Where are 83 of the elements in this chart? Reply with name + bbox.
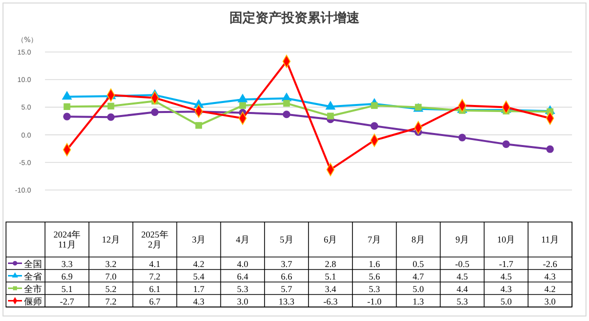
- data-label: 6.1: [149, 284, 160, 294]
- legend-label: 偃师: [24, 296, 42, 306]
- data-label: 4.0: [237, 258, 249, 269]
- point: [458, 134, 466, 142]
- data-label: 4.3: [500, 284, 512, 294]
- data-label: 5.1: [61, 284, 73, 294]
- point: [63, 112, 71, 120]
- legend-label: 全国: [24, 258, 42, 269]
- data-label: 4.2: [193, 258, 204, 269]
- data-label: 5.2: [105, 284, 116, 294]
- data-label: 5.3: [456, 296, 468, 306]
- data-label: -2.7: [60, 296, 75, 306]
- point: [546, 145, 554, 153]
- data-label: 6.6: [280, 271, 293, 282]
- data-label: 1.7: [193, 284, 205, 294]
- data-label: 5.3: [368, 284, 380, 294]
- data-label: 3.7: [280, 258, 293, 269]
- point: [195, 122, 202, 129]
- data-label: 1.3: [412, 296, 424, 306]
- x-tick-label: 9月: [455, 234, 469, 244]
- data-label: -6.3: [323, 296, 338, 306]
- data-label: 5.0: [500, 296, 512, 306]
- data-label: 4.3: [193, 296, 205, 306]
- data-label: 4.1: [149, 258, 160, 269]
- data-label: 0.5: [412, 258, 424, 269]
- point: [108, 102, 114, 110]
- x-tick-label: 11月: [541, 234, 559, 244]
- point: [62, 90, 72, 100]
- point: [283, 100, 290, 107]
- chart-title: 固定资产投资累计增速: [230, 10, 360, 25]
- point: [327, 112, 334, 120]
- legend-label: 全省: [24, 271, 42, 282]
- x-tick-label: 10月: [497, 234, 516, 244]
- data-label: 5.7: [280, 284, 293, 294]
- point: [370, 122, 378, 130]
- data-label: -2.6: [542, 258, 558, 269]
- x-tick-label: 8月: [412, 234, 426, 244]
- data-label: 5.4: [193, 271, 205, 282]
- data-label: 5.3: [237, 284, 249, 294]
- data-label: 7.2: [105, 296, 116, 306]
- data-label: 4.5: [456, 271, 468, 282]
- data-label: -0.5: [455, 258, 470, 269]
- data-label: 7.2: [149, 271, 160, 282]
- data-label: -1.7: [499, 258, 514, 269]
- x-tick-label: 5月: [280, 234, 294, 244]
- point: [64, 103, 70, 110]
- point: [151, 108, 159, 116]
- data-label: 3.0: [544, 296, 556, 306]
- x-tick-label: 2025年 2月: [141, 230, 168, 250]
- x-tick-label: 4月: [236, 234, 250, 244]
- x-tick-label: 12月: [102, 234, 120, 244]
- x-tick-label: 6月: [324, 234, 338, 244]
- point: [282, 110, 290, 118]
- point: [325, 100, 336, 110]
- point: [502, 140, 510, 148]
- point: [371, 102, 378, 109]
- point: [239, 102, 246, 109]
- data-label: 5.0: [412, 284, 424, 294]
- data-label: 2.8: [324, 258, 337, 269]
- x-tick-label: 2024年 11月: [53, 230, 80, 250]
- data-label: 5.1: [324, 271, 336, 282]
- data-label: 3.4: [324, 284, 337, 294]
- data-label: 4.3: [544, 271, 556, 282]
- data-label: 6.9: [61, 271, 74, 282]
- data-label: 4.4: [456, 284, 468, 294]
- data-label: 5.6: [368, 271, 380, 282]
- point: [238, 94, 248, 102]
- data-label: 3.2: [105, 258, 116, 269]
- data-label: 4.5: [500, 271, 512, 282]
- data-label: 1.6: [368, 258, 380, 269]
- data-label: 13.3: [278, 296, 295, 306]
- data-label: 6.4: [237, 271, 249, 282]
- data-label: 6.7: [149, 296, 161, 306]
- x-tick-label: 7月: [368, 234, 382, 244]
- data-label: 7.0: [105, 271, 117, 282]
- legend-label: 全市: [24, 284, 42, 294]
- data-label: 3.3: [61, 258, 74, 269]
- point: [107, 113, 115, 121]
- data-label: 4.2: [544, 284, 556, 294]
- data-label: 4.7: [412, 271, 424, 282]
- x-tick-label: 3月: [192, 234, 206, 244]
- data-label: -1.0: [367, 296, 382, 306]
- data-label: 3.0: [237, 296, 249, 306]
